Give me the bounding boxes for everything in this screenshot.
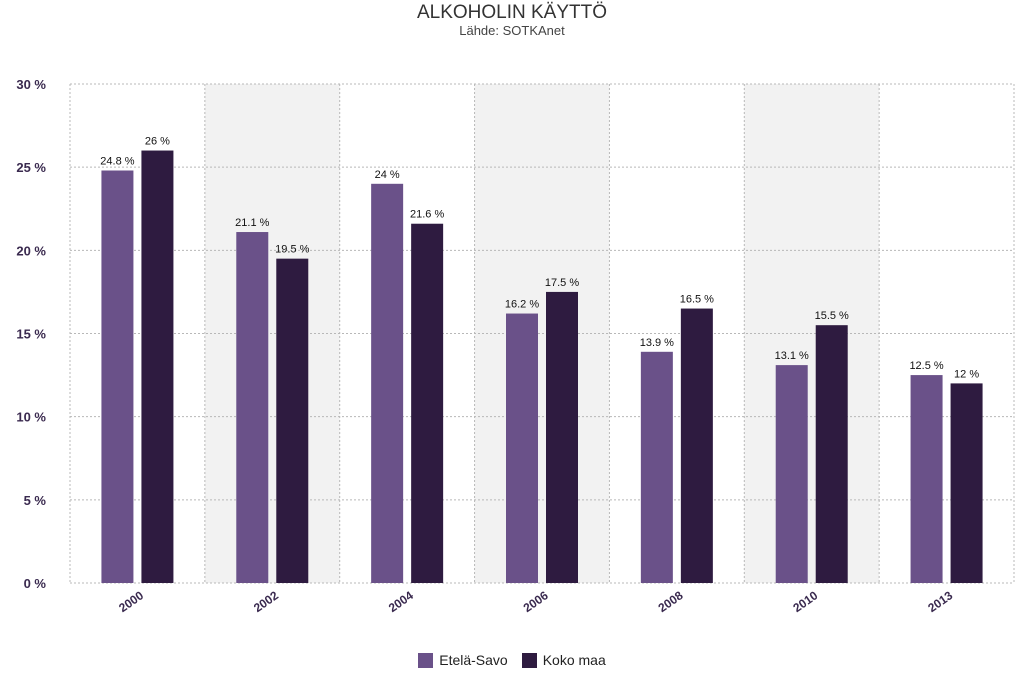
legend-swatch-koko-maa xyxy=(521,652,537,668)
bar-Etelä-Savo-2000 xyxy=(101,170,134,583)
data-label: 16.5 % xyxy=(680,294,714,306)
data-label: 26 % xyxy=(145,136,170,148)
chart-title: ALKOHOLIN KÄYTTÖ xyxy=(416,2,608,23)
y-tick-label: 30 % xyxy=(16,77,46,92)
y-tick-label: 25 % xyxy=(16,160,46,175)
data-label: 21.1 % xyxy=(235,217,269,229)
legend-item-etela-savo[interactable]: Etelä-Savo xyxy=(418,652,508,668)
data-label: 13.1 % xyxy=(775,350,809,362)
x-tick-label: 2013 xyxy=(925,588,955,615)
y-tick-label: 20 % xyxy=(16,243,46,258)
x-tick-label: 2002 xyxy=(251,588,281,615)
y-tick-label: 15 % xyxy=(16,327,46,342)
bar-Etelä-Savo-2008 xyxy=(640,351,673,583)
data-label: 13.9 % xyxy=(640,337,674,349)
bar-Etelä-Savo-2002 xyxy=(236,232,269,583)
data-label: 17.5 % xyxy=(545,277,579,289)
x-tick-label: 2006 xyxy=(521,588,551,615)
x-tick-label: 2010 xyxy=(790,588,820,615)
data-label: 24 % xyxy=(375,169,400,181)
bar-Koko maa-2006 xyxy=(546,291,578,583)
legend-item-koko-maa[interactable]: Koko maa xyxy=(521,652,606,668)
bar-Etelä-Savo-2006 xyxy=(506,313,538,583)
data-label: 15.5 % xyxy=(815,310,849,322)
legend: Etelä-Savo Koko maa xyxy=(0,652,1024,668)
bar-Koko maa-2008 xyxy=(680,308,713,583)
chart-subtitle: Lähde: SOTKAnet xyxy=(459,23,565,38)
y-tick-label: 0 % xyxy=(24,576,47,591)
bar-Etelä-Savo-2013 xyxy=(910,375,943,583)
x-tick-label: 2008 xyxy=(656,588,686,615)
data-label: 12 % xyxy=(954,368,979,380)
y-tick-label: 10 % xyxy=(16,410,46,425)
data-label: 16.2 % xyxy=(505,299,539,311)
bar-Etelä-Savo-2004 xyxy=(371,183,404,584)
bar-Koko maa-2000 xyxy=(141,150,174,584)
bar-Koko maa-2010 xyxy=(815,325,848,583)
bar-Etelä-Savo-2010 xyxy=(775,365,808,583)
legend-swatch-etela-savo xyxy=(418,652,434,668)
bar-Koko maa-2013 xyxy=(950,383,983,583)
data-label: 12.5 % xyxy=(909,360,943,372)
bar-Koko maa-2002 xyxy=(276,258,309,583)
legend-label-etela-savo: Etelä-Savo xyxy=(439,652,508,668)
data-label: 24.8 % xyxy=(100,155,134,167)
data-label: 21.6 % xyxy=(410,209,444,221)
x-tick-label: 2004 xyxy=(386,588,416,615)
y-tick-label: 5 % xyxy=(24,493,47,508)
x-tick-label: 2000 xyxy=(116,588,146,615)
bar-Koko maa-2004 xyxy=(411,223,444,583)
legend-label-koko-maa: Koko maa xyxy=(542,652,606,668)
data-label: 19.5 % xyxy=(275,244,309,256)
